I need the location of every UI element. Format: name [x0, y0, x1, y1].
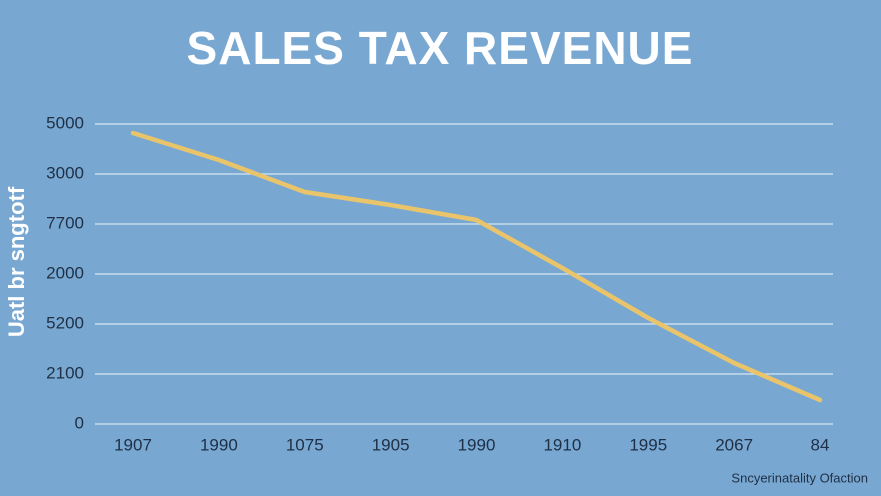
y-tick-label: 7700: [46, 213, 84, 232]
x-tick-label: 2067: [715, 435, 753, 454]
x-tick-label: 84: [811, 435, 830, 454]
y-tick-label: 2000: [46, 263, 84, 282]
y-tick-label: 5000: [46, 113, 84, 132]
y-tick-label: 3000: [46, 163, 84, 182]
y-tick-label: 0: [75, 413, 84, 432]
line-series: [130, 130, 823, 403]
x-tick-label: 1995: [629, 435, 667, 454]
y-tick-label: 5200: [46, 313, 84, 332]
x-tick-label: 1990: [458, 435, 496, 454]
y-tick-label: 2100: [46, 363, 84, 382]
source-note: Sncyerinatality Ofaction: [731, 470, 868, 485]
x-tick-label: 1907: [114, 435, 152, 454]
x-tick-label: 1075: [286, 435, 324, 454]
x-tick-label: 1910: [543, 435, 581, 454]
chart-title: SALES TAX REVENUE: [187, 22, 694, 74]
y-axis-label: Uatl br sngtotf: [4, 186, 29, 337]
x-tick-label: 1990: [200, 435, 238, 454]
x-tick-label: 1905: [372, 435, 410, 454]
